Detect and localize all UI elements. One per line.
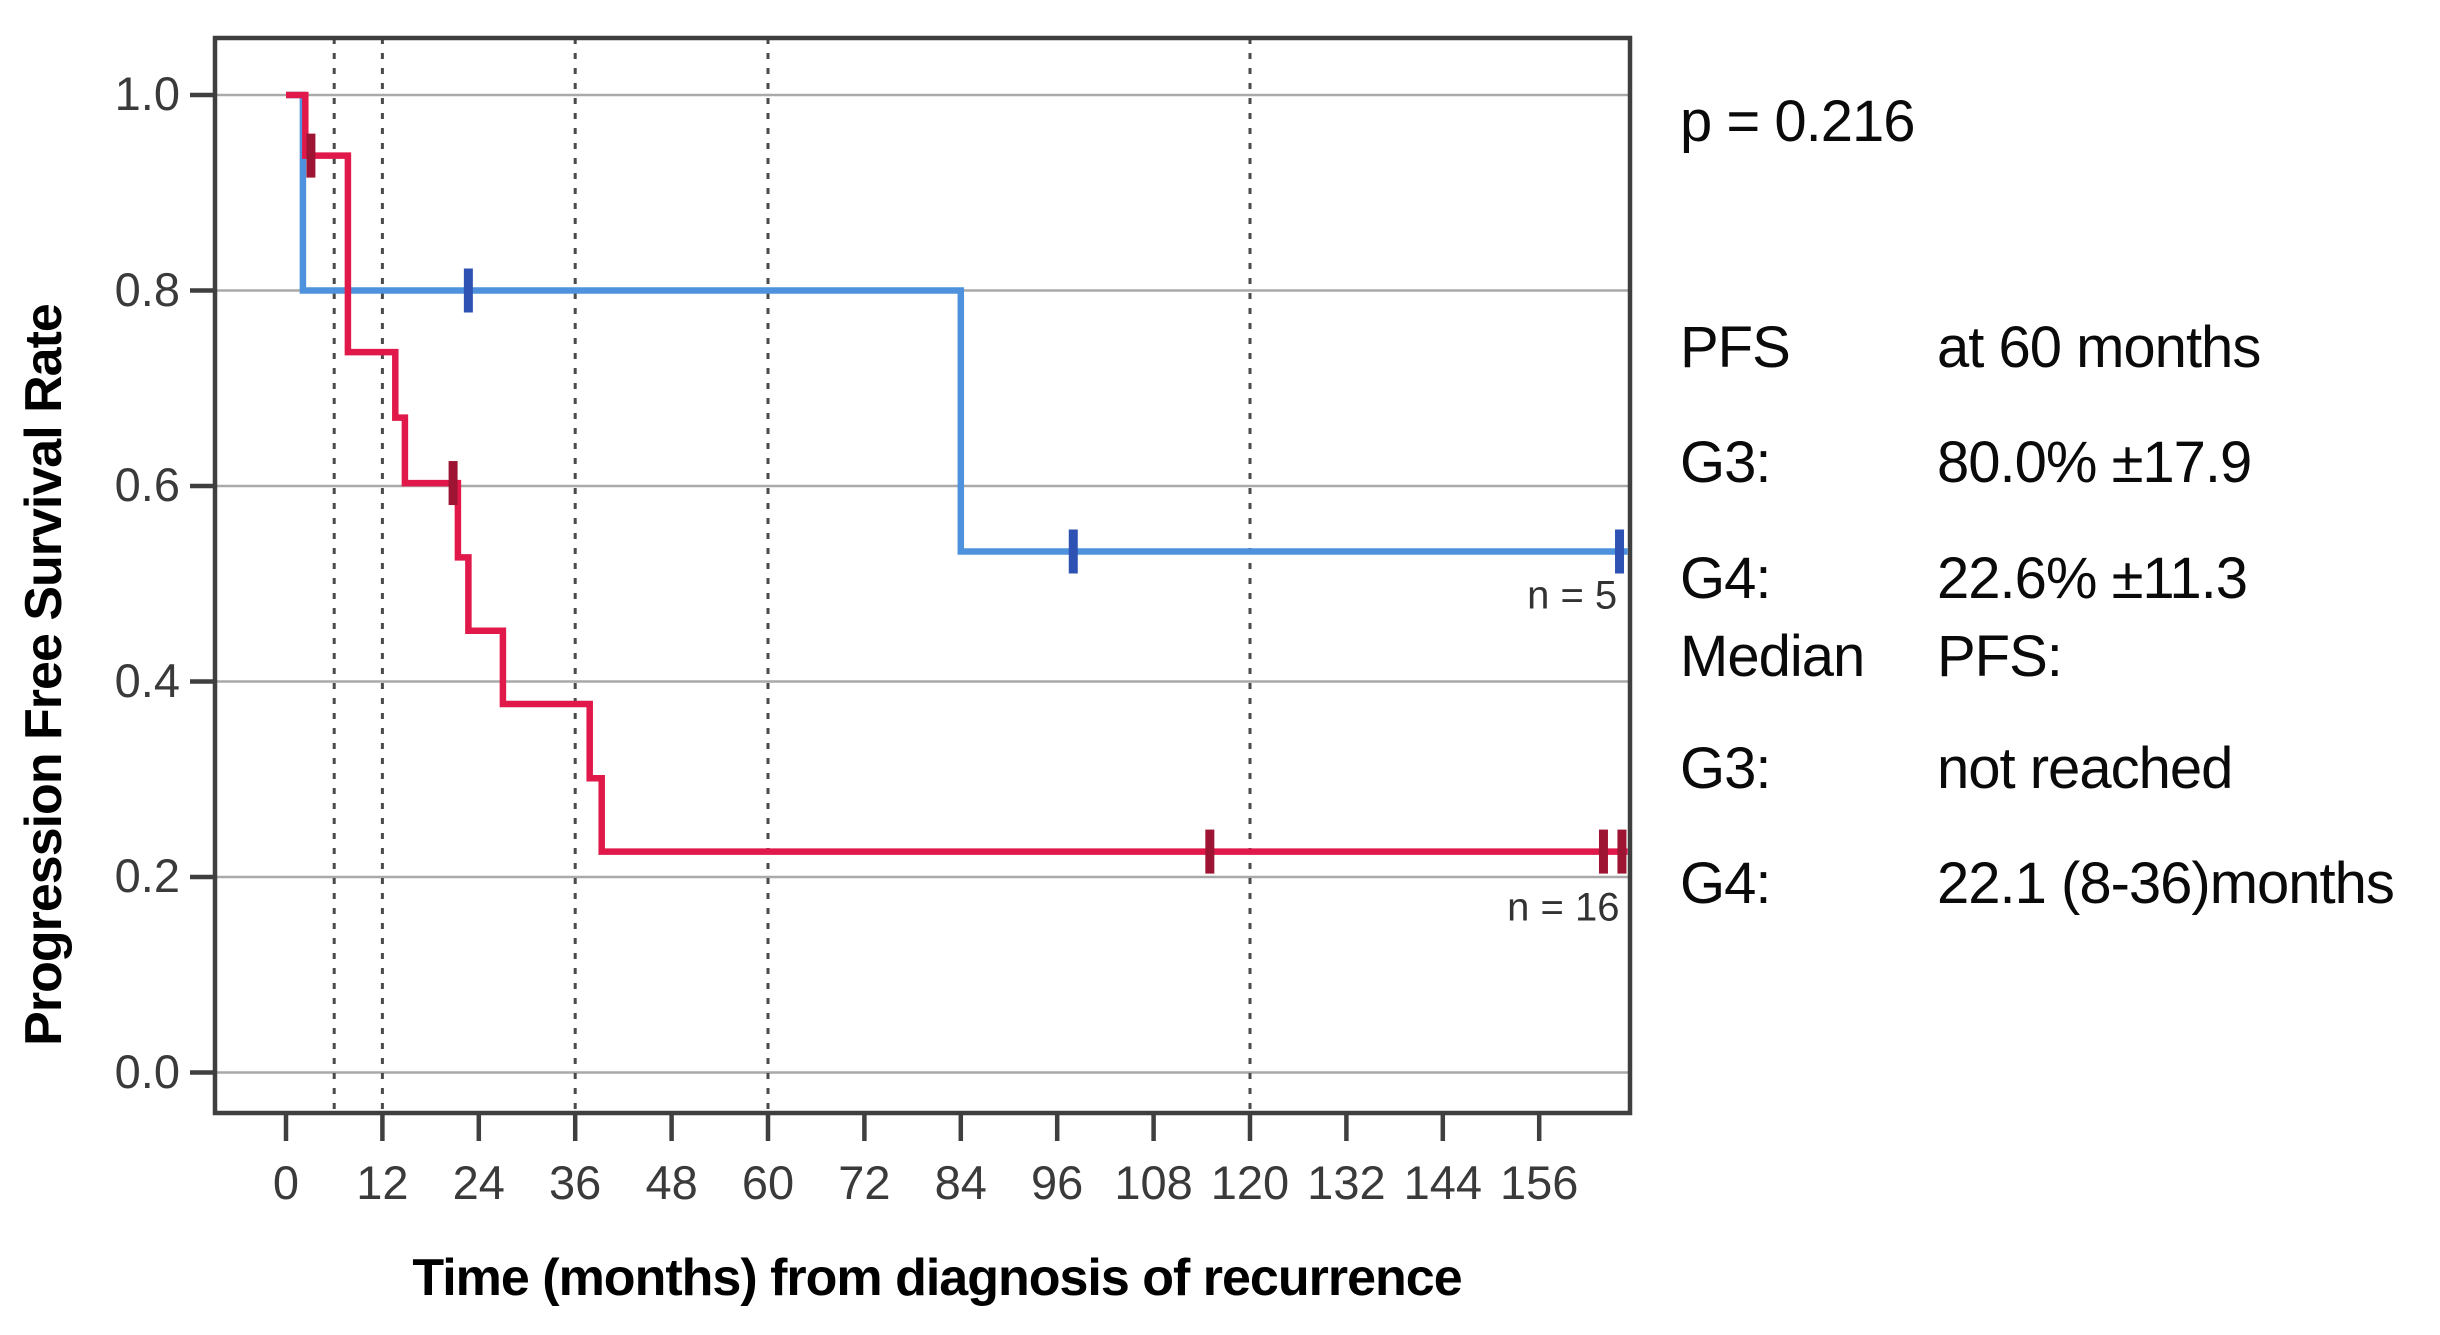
censor-mark-g3 <box>463 268 473 313</box>
row-label: G3: <box>1680 736 1772 801</box>
censor-mark-g4 <box>1617 829 1627 874</box>
row-label: Median <box>1680 624 1865 689</box>
censor-mark-g4 <box>1205 829 1215 874</box>
row-value: at 60 months <box>1937 315 2261 380</box>
row-label: PFS <box>1680 315 1791 380</box>
g3-pfs-row: G3: 80.0% ±17.9 <box>1680 430 2252 495</box>
censor-mark-g4 <box>1598 829 1608 874</box>
plot-border <box>212 35 1633 1116</box>
g3-median-row: G3: not reached <box>1680 736 2233 801</box>
row-label: G4: <box>1680 851 1772 916</box>
row-value: PFS: <box>1937 624 2063 689</box>
g4-pfs-row: G4: 22.6% ±11.3 <box>1680 546 2248 611</box>
p-value-text: p = 0.216 <box>1680 89 1915 154</box>
km-curve-g3 <box>286 91 1628 555</box>
median-pfs-row: Median PFS: <box>1680 624 2063 689</box>
censor-mark-g4 <box>448 461 458 506</box>
censor-mark-g4 <box>306 133 316 178</box>
row-value: 22.6% ±11.3 <box>1937 546 2248 611</box>
row-value: 80.0% ±17.9 <box>1937 430 2252 495</box>
pfs-at-60-months-row: PFS at 60 months <box>1680 315 2261 380</box>
row-value: not reached <box>1937 736 2233 801</box>
row-value: 22.1 (8-36)months <box>1937 851 2395 916</box>
row-label: G3: <box>1680 430 1772 495</box>
row-label: G4: <box>1680 546 1772 611</box>
censor-mark-g3 <box>1068 529 1078 574</box>
km-curve-g4 <box>286 91 1628 855</box>
censor-mark-g3 <box>1615 529 1625 574</box>
g4-median-row: G4: 22.1 (8-36)months <box>1680 851 2395 916</box>
